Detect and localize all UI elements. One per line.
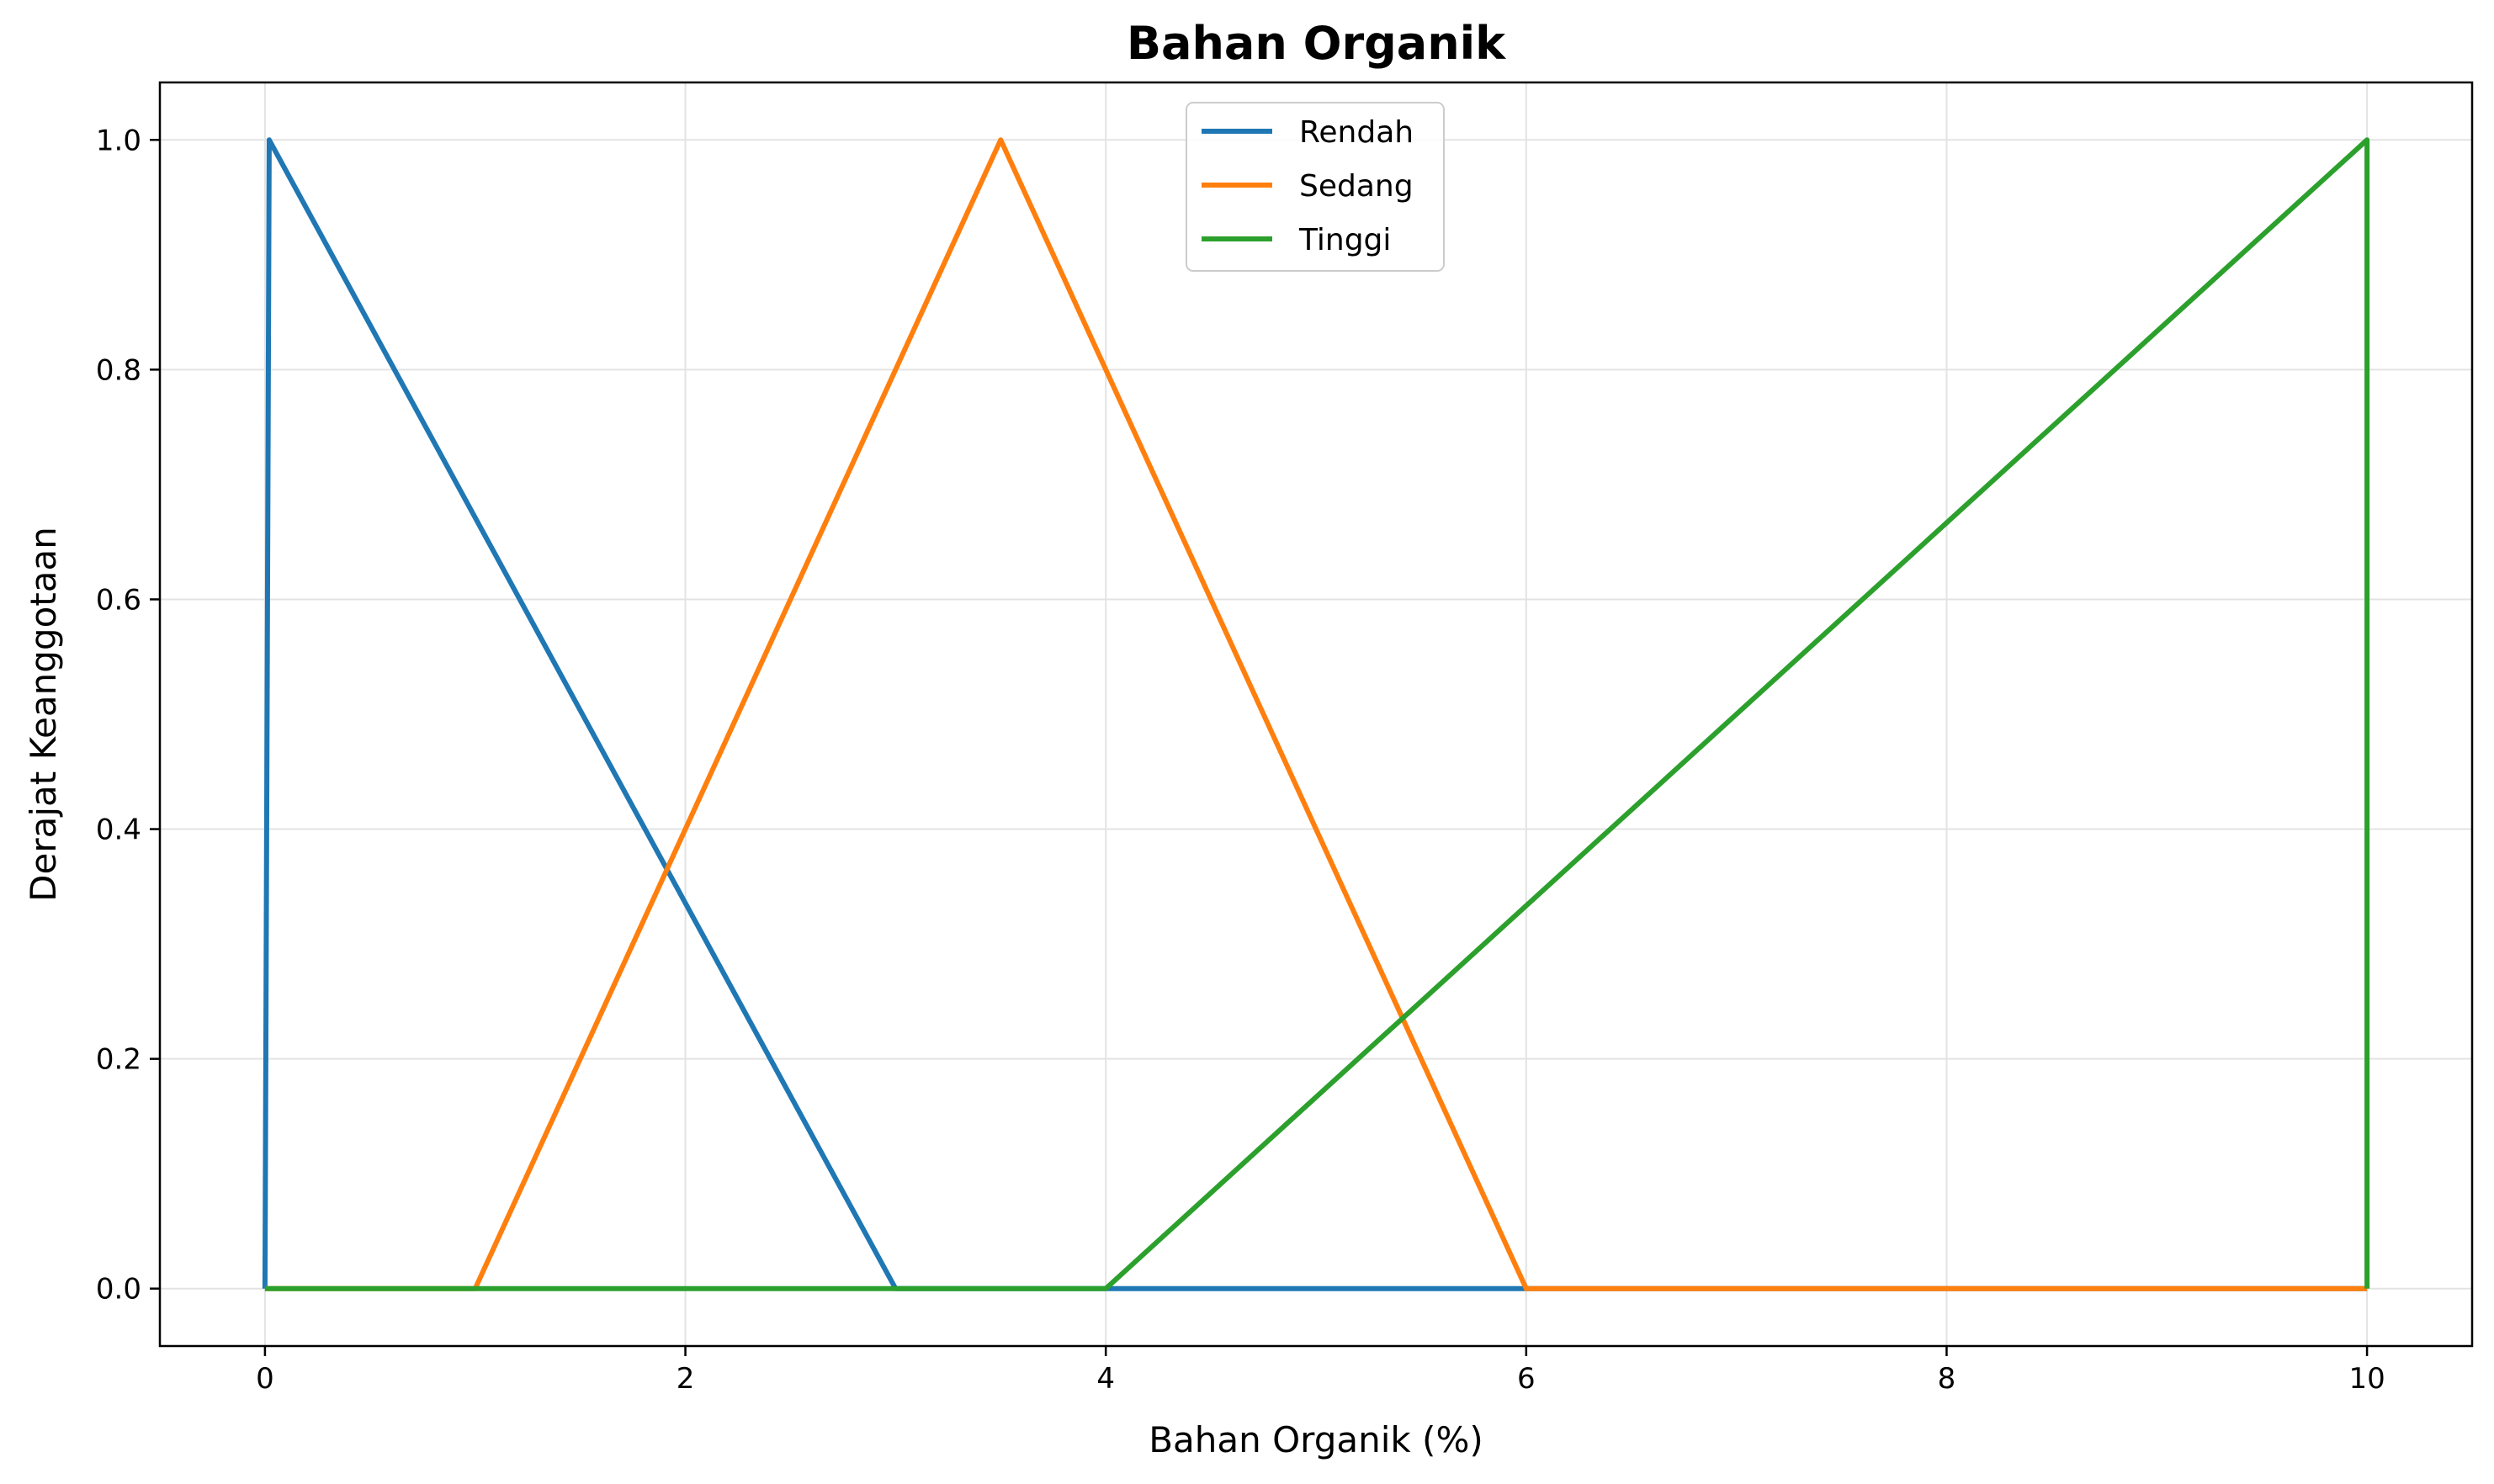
y-tick-label: 0.4 xyxy=(96,814,141,847)
legend-label-rendah: Rendah xyxy=(1299,115,1414,150)
x-tick-label: 6 xyxy=(1517,1362,1536,1396)
x-tick-label: 10 xyxy=(2348,1362,2385,1396)
x-tick-label: 8 xyxy=(1938,1362,1956,1396)
x-tick-label: 0 xyxy=(256,1362,274,1396)
legend-box xyxy=(1186,102,1445,272)
series-line-tinggi xyxy=(264,137,2370,1291)
ticks: 0 2 4 6 8 10 0.0 0.2 0.4 0.6 0.8 1.0 xyxy=(96,124,2385,1396)
x-tick-label: 4 xyxy=(1096,1362,1115,1396)
x-tick-label: 2 xyxy=(677,1362,695,1396)
legend-label-sedang: Sedang xyxy=(1299,169,1414,204)
y-axis-label: Derajat Keanggotaan xyxy=(23,527,64,902)
plot-frame xyxy=(158,81,2474,1348)
y-tick-label: 0.6 xyxy=(96,583,141,617)
legend-label-tinggi: Tinggi xyxy=(1298,223,1391,257)
y-tick-label: 0.2 xyxy=(96,1043,141,1077)
chart-title: Bahan Organik xyxy=(1127,17,1506,70)
y-tick-label: 0.8 xyxy=(96,353,141,387)
y-tick-label: 1.0 xyxy=(96,124,141,157)
series-layer xyxy=(262,137,2370,1291)
y-tick-label: 0.0 xyxy=(96,1273,141,1306)
legend: Rendah Sedang Tinggi xyxy=(1186,102,1445,272)
x-axis-label: Bahan Organik (%) xyxy=(1149,1419,1483,1460)
